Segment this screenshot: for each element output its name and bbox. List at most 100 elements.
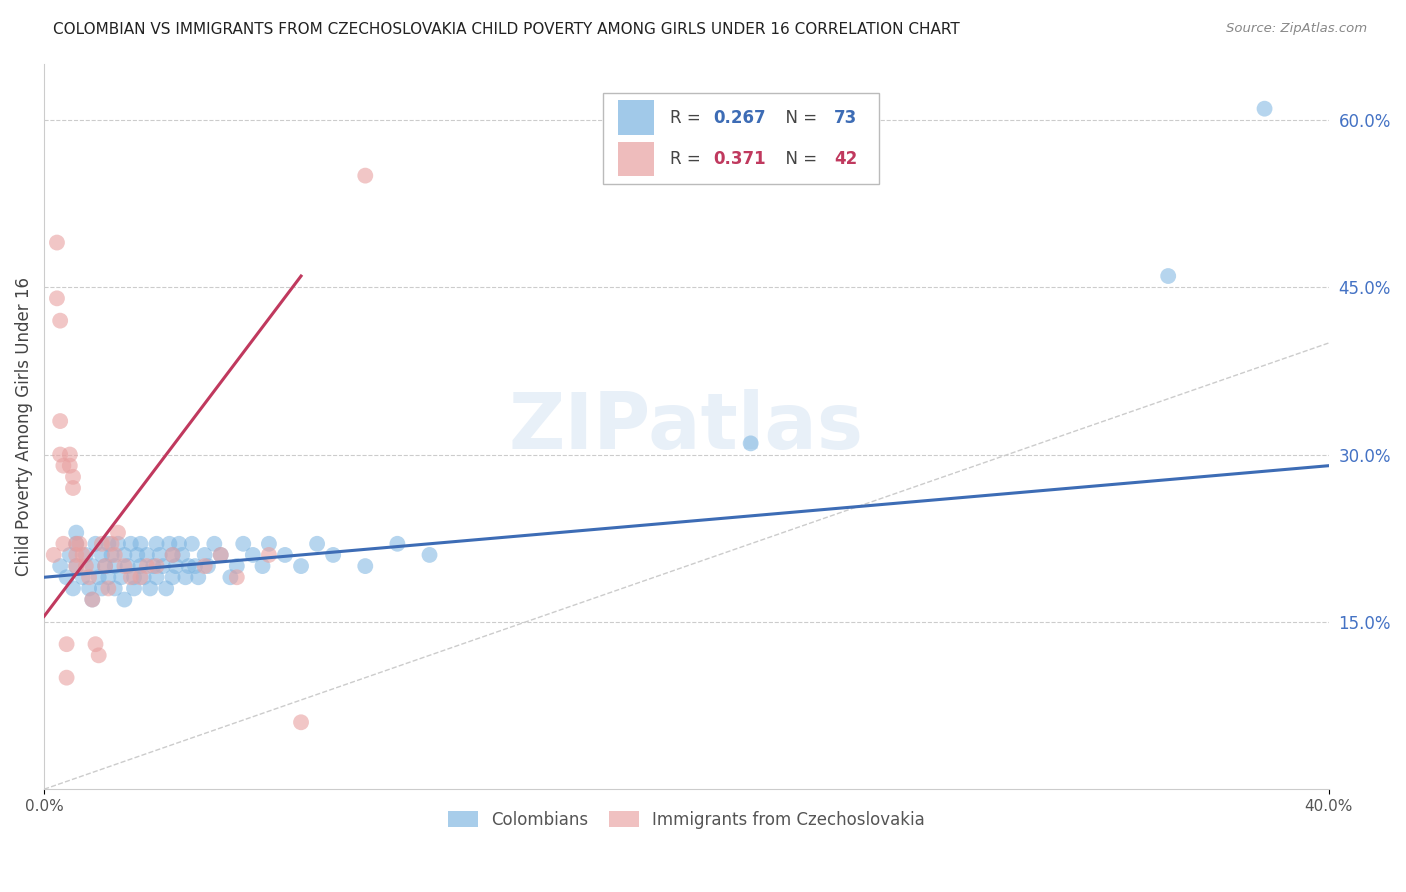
Point [42,548,65,562]
Point [69,537,91,551]
Point [110,570,132,584]
Point [62,481,84,495]
Point [225,570,247,584]
Point [104,548,127,562]
Point [172,548,194,562]
Text: 42: 42 [834,150,858,169]
Point [257,548,280,562]
Point [252,559,274,574]
Point [387,537,409,551]
Point [120,537,142,551]
Point [127,548,149,562]
Point [84,637,107,651]
Point [100,537,122,551]
Point [174,570,197,584]
Point [97,537,120,551]
Point [65,537,87,551]
Point [82,592,104,607]
Point [62,470,84,484]
Point [77,582,100,596]
Point [129,559,152,574]
Point [132,570,155,584]
Point [142,559,165,574]
Y-axis label: Child Poverty Among Girls Under 16: Child Poverty Among Girls Under 16 [15,277,32,576]
Point [1157,268,1180,283]
Point [162,570,184,584]
Point [209,548,232,562]
Point [122,570,145,584]
Point [129,570,152,584]
Point [232,537,254,551]
Point [97,570,120,584]
Point [107,537,129,551]
Point [82,559,104,574]
Point [55,637,77,651]
Point [112,548,135,562]
Point [90,548,112,562]
Point [145,570,167,584]
Point [46,291,69,305]
Point [197,559,219,574]
Point [194,548,217,562]
Point [90,582,112,596]
Point [72,548,94,562]
Point [120,570,142,584]
Text: 0.267: 0.267 [713,109,766,127]
Point [145,559,167,574]
Point [242,548,264,562]
Point [1253,102,1275,116]
Text: Source: ZipAtlas.com: Source: ZipAtlas.com [1226,22,1367,36]
Point [65,559,87,574]
Text: N =: N = [775,109,823,127]
Point [59,548,82,562]
Point [90,537,112,551]
Point [274,548,297,562]
Point [187,570,209,584]
Point [257,537,280,551]
Point [62,582,84,596]
FancyBboxPatch shape [619,101,654,135]
Point [740,436,762,450]
Point [77,570,100,584]
Point [112,592,135,607]
Point [87,570,110,584]
Point [49,313,72,327]
Point [75,559,97,574]
Point [65,559,87,574]
Point [97,582,120,596]
Point [122,582,145,596]
Point [94,559,117,574]
Point [307,537,329,551]
Point [52,537,75,551]
Point [49,414,72,428]
Point [52,458,75,473]
Point [167,537,190,551]
Text: 73: 73 [834,109,858,127]
Point [82,592,104,607]
Point [112,559,135,574]
Text: ZIPatlas: ZIPatlas [509,389,863,465]
Point [162,548,184,562]
Point [145,537,167,551]
Point [65,548,87,562]
Point [117,559,139,574]
Point [322,548,344,562]
Point [55,570,77,584]
Point [100,548,122,562]
Point [180,537,202,551]
Point [104,559,127,574]
Point [290,559,312,574]
Point [157,537,180,551]
Point [162,548,184,562]
Point [72,570,94,584]
Text: R =: R = [669,150,706,169]
Point [46,235,69,250]
Point [55,671,77,685]
Legend: Colombians, Immigrants from Czechoslovakia: Colombians, Immigrants from Czechoslovak… [441,804,931,835]
Point [219,570,242,584]
Point [87,648,110,663]
Point [49,448,72,462]
Point [104,582,127,596]
FancyBboxPatch shape [603,93,879,184]
Point [129,537,152,551]
